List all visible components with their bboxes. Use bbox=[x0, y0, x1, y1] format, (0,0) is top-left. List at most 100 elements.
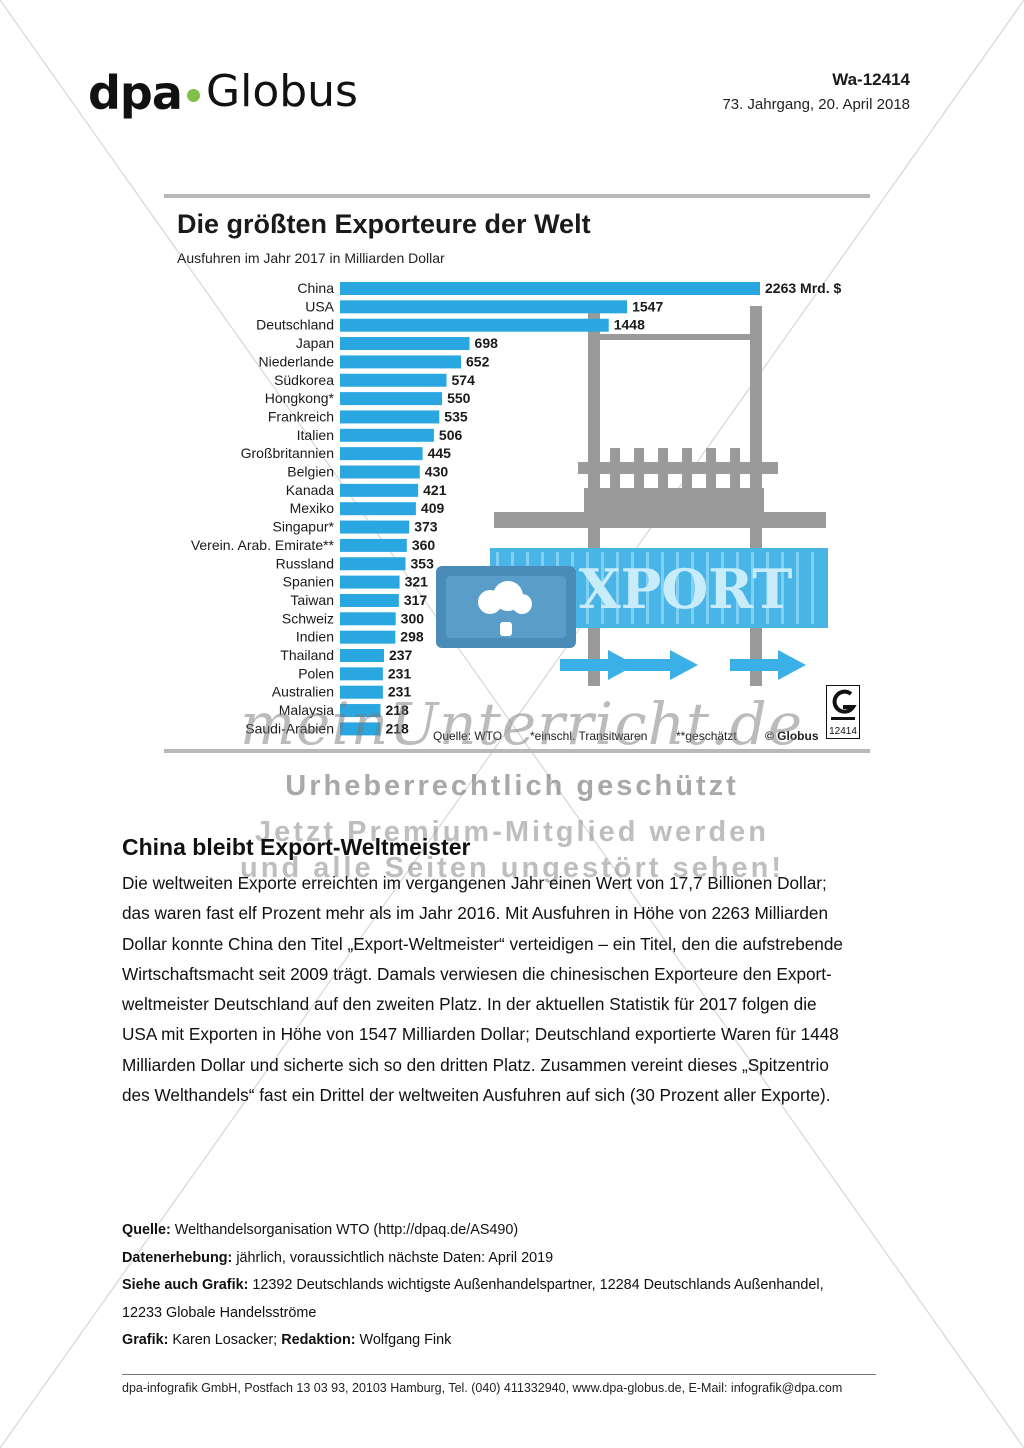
crane-spreader-post bbox=[610, 448, 620, 488]
category-label: Südkorea bbox=[274, 372, 334, 388]
category-label: Thailand bbox=[280, 647, 334, 663]
value-label: 321 bbox=[405, 574, 429, 590]
footer-contact: dpa-infografik GmbH, Postfach 13 03 93, … bbox=[122, 1381, 843, 1395]
value-label: 421 bbox=[423, 482, 447, 498]
copyright-globus: © Globus bbox=[765, 729, 819, 743]
article-body: Die weltweiten Exporte erreichten im ver… bbox=[122, 868, 912, 1110]
container-rib bbox=[691, 552, 694, 624]
export-illustration: EXPORT bbox=[436, 306, 828, 686]
article-line: Dollar konnte China den Titel „Export-We… bbox=[122, 933, 843, 954]
meta-siehe-label: Siehe auch Grafik: bbox=[122, 1277, 249, 1293]
value-label: 506 bbox=[439, 427, 463, 443]
container-rib bbox=[631, 552, 634, 624]
bar bbox=[340, 704, 381, 718]
value-label: 300 bbox=[401, 610, 425, 626]
value-label: 430 bbox=[425, 464, 449, 480]
container-rib bbox=[601, 552, 604, 624]
meta-grafik-value: Karen Losacker; bbox=[168, 1332, 282, 1348]
value-label: 574 bbox=[452, 372, 476, 388]
badge-number: 12414 bbox=[829, 726, 857, 737]
arrow-head-icon bbox=[670, 650, 698, 680]
category-label: Italien bbox=[297, 427, 334, 443]
bar bbox=[340, 538, 407, 552]
value-label: 353 bbox=[411, 555, 435, 571]
category-label: Belgien bbox=[287, 464, 334, 480]
meta-siehe-value: 12392 Deutschlands wichtigste Außenhande… bbox=[248, 1277, 824, 1293]
watermark-copyright: Urheberrechtlich geschützt bbox=[285, 770, 739, 802]
container-rib bbox=[661, 552, 664, 624]
value-label: 231 bbox=[388, 665, 412, 681]
watermark-view: und alle Seiten ungestört sehen! bbox=[240, 852, 784, 884]
meta-grafik-label: Grafik: bbox=[122, 1332, 169, 1348]
category-label: Japan bbox=[296, 335, 334, 351]
meta-quelle-label: Quelle: bbox=[122, 1222, 171, 1238]
article-line: des Welthandels“ fast ein Drittel der we… bbox=[122, 1085, 831, 1106]
bar bbox=[340, 575, 400, 589]
container-rib bbox=[811, 552, 814, 624]
article-line: weltmeister Deutschland auf den zweiten … bbox=[122, 994, 817, 1015]
bar bbox=[340, 410, 440, 424]
meta-redaktion-label: Redaktion: bbox=[281, 1332, 356, 1348]
value-label: 218 bbox=[385, 720, 409, 736]
chart-top-rule bbox=[164, 194, 870, 198]
chart-subtitle: Ausfuhren im Jahr 2017 in Milliarden Dol… bbox=[177, 250, 445, 266]
bar bbox=[340, 355, 462, 369]
container-rib bbox=[646, 552, 649, 624]
meta-erhebung-label: Datenerhebung: bbox=[122, 1249, 233, 1266]
bar bbox=[340, 300, 628, 314]
article-line: Die weltweiten Exporte erreichten im ver… bbox=[122, 873, 827, 893]
value-label: 373 bbox=[414, 519, 438, 535]
value-label: 218 bbox=[385, 702, 409, 718]
meta-quelle-value: Welthandelsorganisation WTO (http://dpaq… bbox=[170, 1222, 519, 1238]
dpa-logo-text: dpa bbox=[88, 66, 183, 120]
article-line: das waren fast elf Prozent mehr als im J… bbox=[122, 903, 829, 924]
value-label: 1448 bbox=[614, 317, 645, 333]
bar bbox=[340, 373, 447, 387]
footer-rule bbox=[122, 1374, 876, 1375]
source-note: Quelle: WTO bbox=[433, 729, 503, 743]
crane-beam bbox=[600, 334, 750, 340]
bar bbox=[340, 318, 609, 332]
category-label: Schweiz bbox=[282, 610, 334, 626]
value-label: 698 bbox=[475, 335, 499, 351]
container-rib bbox=[706, 552, 709, 624]
category-label: Singapur* bbox=[273, 519, 335, 535]
value-label: 652 bbox=[466, 353, 490, 369]
category-label: Verein. Arab. Emirate** bbox=[191, 537, 335, 553]
category-label: Kanada bbox=[286, 482, 334, 498]
category-label: Frankreich bbox=[268, 408, 334, 424]
briefcase-lock bbox=[500, 622, 512, 636]
crane-spreader-post bbox=[730, 448, 740, 488]
crane-spreader-base bbox=[584, 488, 764, 512]
article-line: Wirtschaftsmacht seit 2009 trägt. Damals… bbox=[122, 963, 832, 984]
meta-redaktion-value: Wolfgang Fink bbox=[355, 1332, 452, 1348]
globus-badge-icon: 12414 bbox=[826, 685, 860, 739]
arrow-shaft bbox=[560, 659, 610, 671]
container-rib bbox=[766, 552, 769, 624]
value-label: 237 bbox=[389, 647, 413, 663]
bar bbox=[340, 722, 381, 736]
bar bbox=[340, 483, 419, 497]
category-label: Polen bbox=[298, 665, 334, 681]
value-label: 2263 Mrd. $ bbox=[765, 280, 841, 296]
crane-spreader-post bbox=[634, 448, 644, 488]
meta-erhebung-value: jährlich, voraussichtlich nächste Daten:… bbox=[232, 1249, 554, 1266]
value-label: 360 bbox=[412, 537, 436, 553]
value-label: 231 bbox=[388, 684, 412, 700]
value-label: 550 bbox=[447, 390, 471, 406]
category-label: Spanien bbox=[283, 574, 334, 590]
category-label: Niederlande bbox=[259, 353, 335, 369]
container-rib bbox=[736, 552, 739, 624]
value-label: 298 bbox=[400, 629, 424, 645]
value-label: 535 bbox=[444, 408, 468, 424]
footnote-transit: *einschl. Transitwaren bbox=[530, 729, 648, 743]
logo-dot-icon bbox=[187, 89, 200, 102]
container-rib bbox=[721, 552, 724, 624]
arrow-head-icon bbox=[778, 650, 806, 680]
container-rib bbox=[796, 552, 799, 624]
meta-siehe-value-cont: 12233 Globale Handelsströme bbox=[122, 1304, 317, 1321]
bar bbox=[340, 593, 399, 607]
bar bbox=[340, 447, 423, 461]
chart-title: Die größten Exporteure der Welt bbox=[177, 209, 591, 239]
